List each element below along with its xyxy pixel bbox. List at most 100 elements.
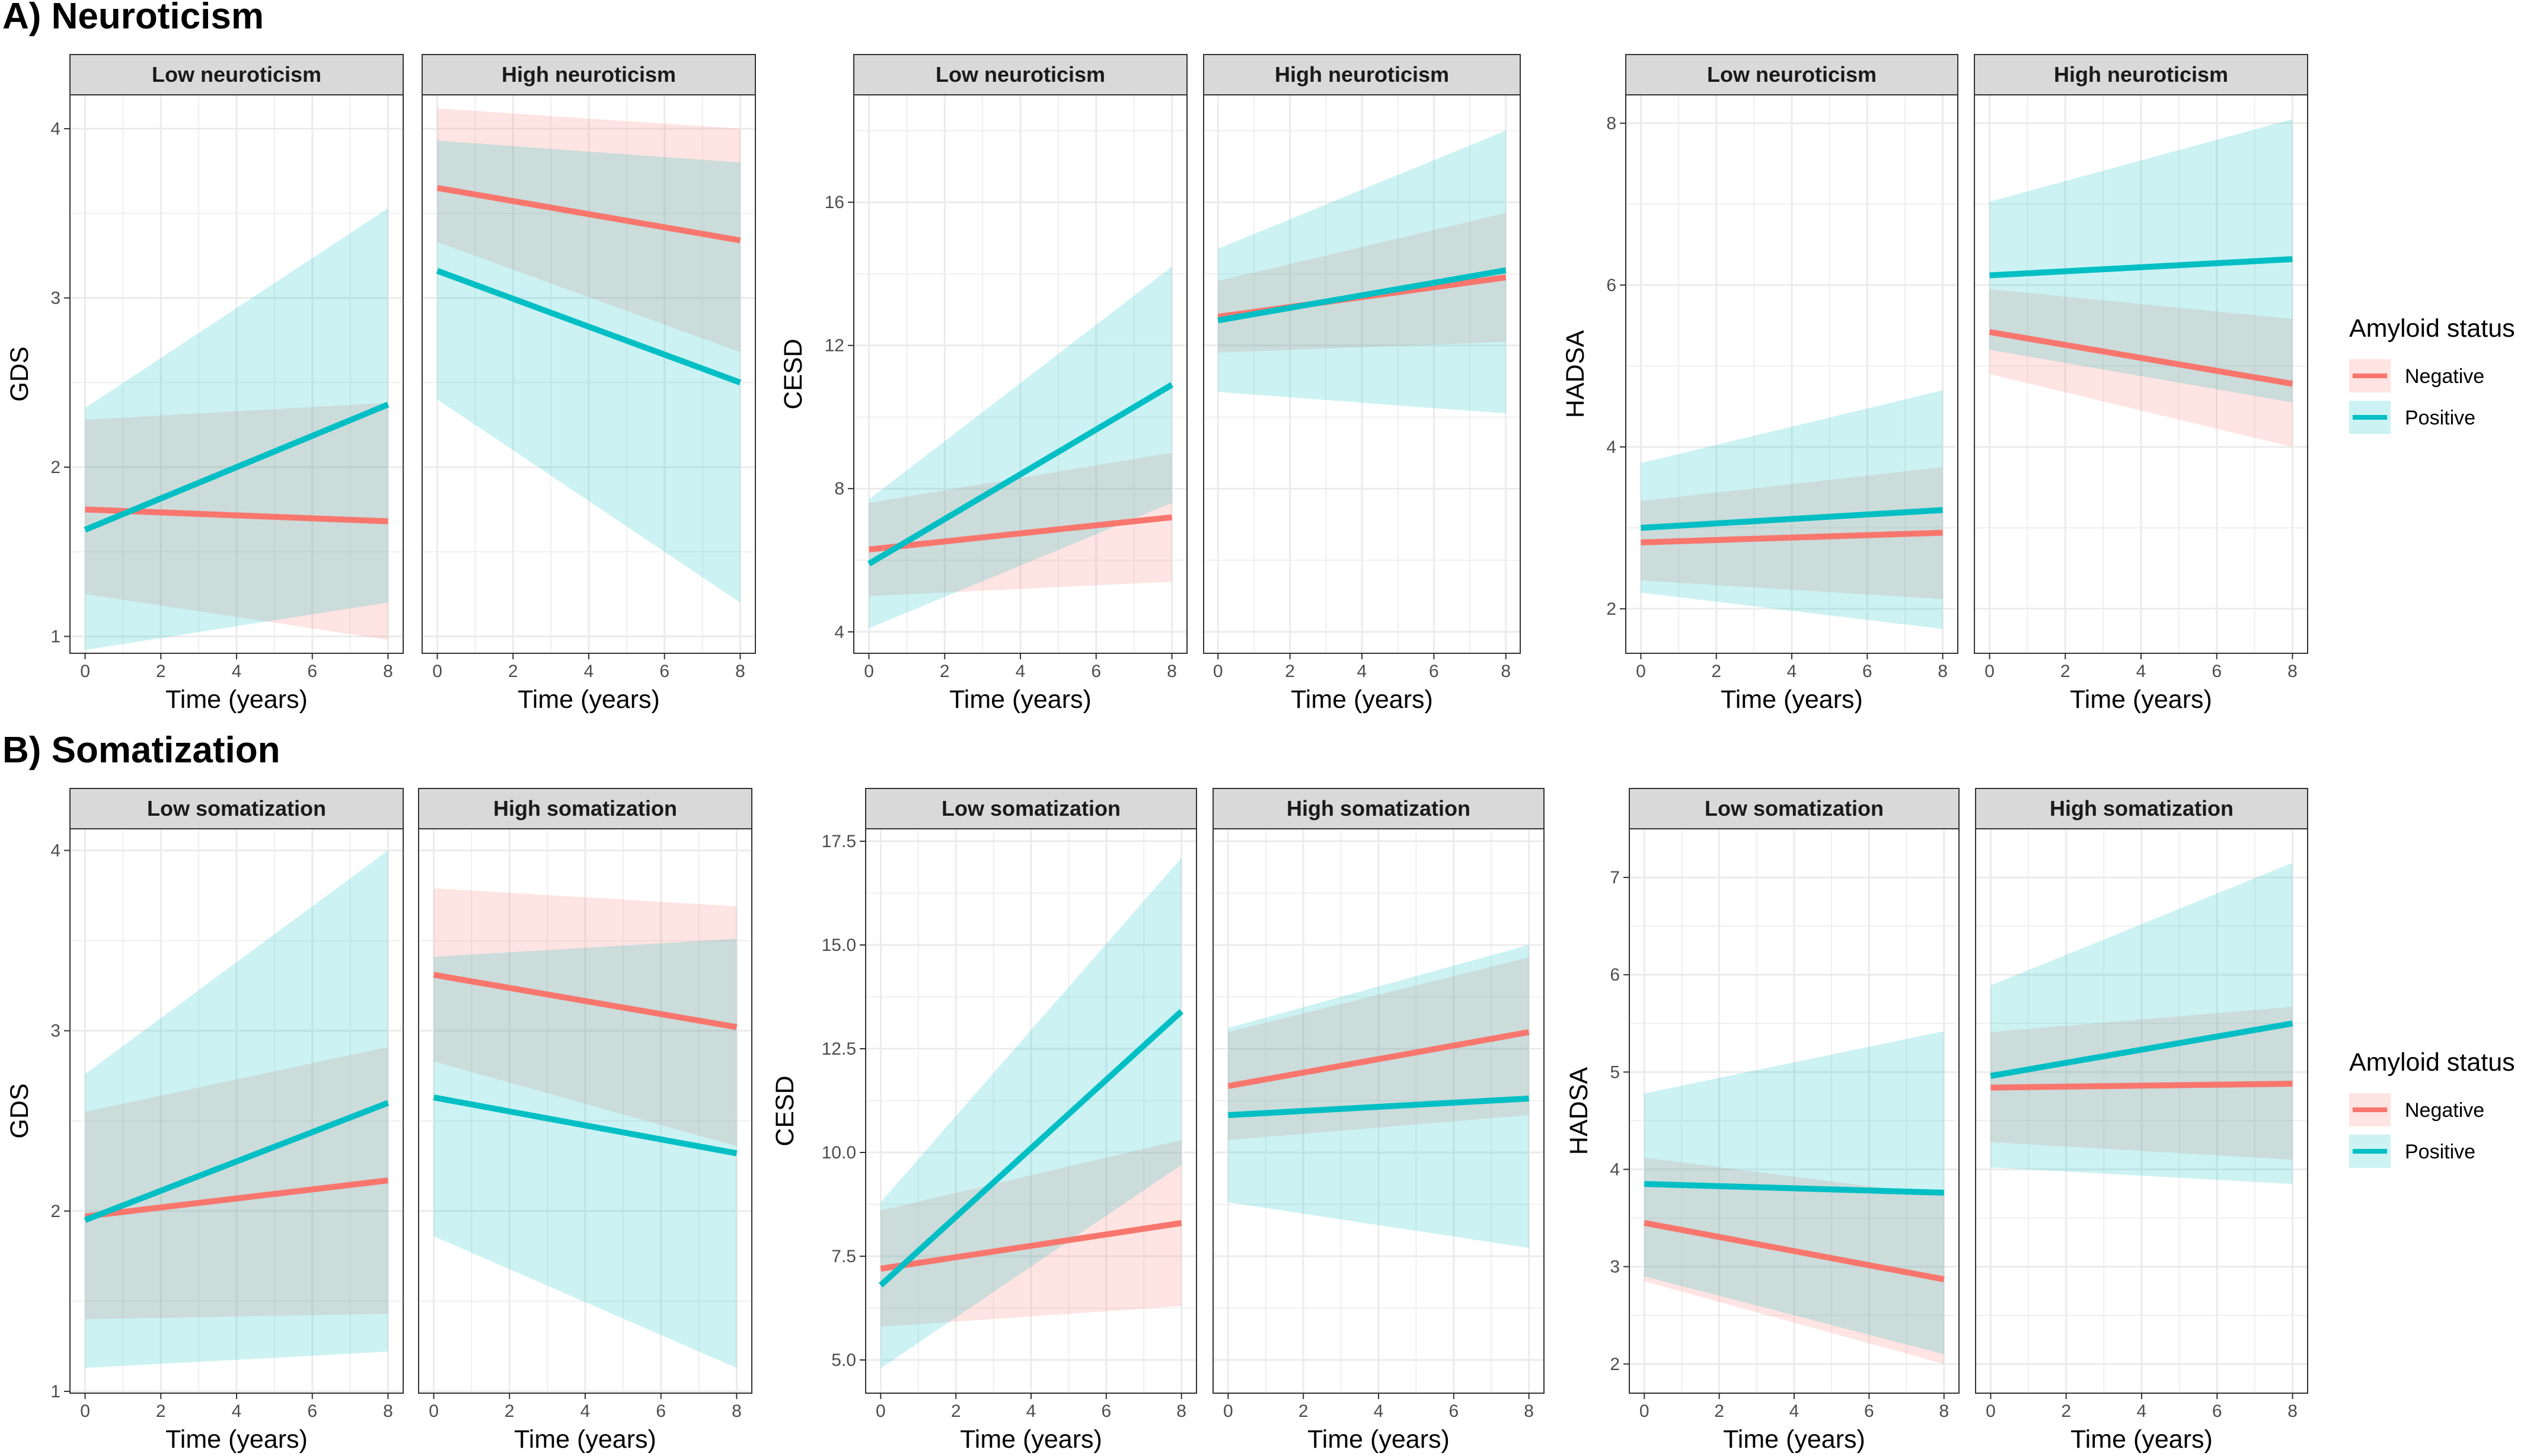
x-axis-title: Time (years) [1307,1425,1450,1454]
x-tick-label: 8 [383,662,393,681]
facet-strip-label: Low neuroticism [936,62,1105,87]
x-tick-label: 2 [156,662,166,681]
x-tick-label: 8 [735,662,745,681]
x-tick-label: 0 [1223,1401,1233,1421]
facet-strip-label: Low somatization [147,796,326,820]
x-tick-label: 4 [1026,1401,1036,1421]
trend-line-positive [1990,1020,2293,1079]
facet-strip-label: Low neuroticism [1707,62,1877,87]
x-tick-label: 0 [80,662,90,681]
facet-strip [1974,54,2308,95]
facet-panel: High neuroticism 0 2 4 6 8 Time (years) [1203,54,1521,714]
trend-line-negative [880,1220,1182,1272]
ci-ribbon-negative [1989,289,2293,447]
x-axis-title: Time (years) [960,1425,1102,1454]
facet-strip-label: High neuroticism [2054,62,2228,87]
trend-line-positive [1228,1096,1529,1118]
y-tick-label: 15.0 [822,935,856,955]
ci-ribbon-negative [1644,1157,1944,1364]
ci-ribbon-positive [880,858,1182,1368]
x-tick-label: 2 [940,662,950,681]
y-tick-label: 4 [1610,1160,1620,1179]
x-tick-label: 8 [1501,662,1511,681]
trend-line-positive [1641,507,1943,531]
ci-ribbon-negative [1641,467,1943,599]
x-tick-label: 8 [2287,1401,2298,1421]
facet-strip [69,788,404,829]
x-tick-label: 0 [432,662,442,681]
facet-strip [865,788,1197,829]
y-tick-label: 12 [825,336,844,356]
trend-line-positive [84,401,390,533]
x-tick-label: 0 [1636,662,1646,681]
x-tick-label: 0 [429,1401,439,1421]
x-axis-title: Time (years) [165,1425,308,1454]
facet-strip-label: High somatization [493,796,677,820]
x-tick-label: 2 [2061,1401,2071,1421]
x-tick-label: 8 [2287,662,2298,681]
y-tick-label: 10.0 [822,1143,856,1163]
ci-ribbon-positive [85,208,388,650]
x-tick-label: 8 [1167,662,1177,681]
y-tick-label: 12.5 [822,1039,856,1059]
chart-cesd-4: Low somatization 0 2 4 6 8 Time (years) 5.0 7.5 1… [771,788,1545,1454]
ci-ribbon-negative [880,1140,1182,1327]
y-axis-title: GDS [5,346,34,401]
x-axis-title: Time (years) [2070,1425,2213,1454]
ci-ribbon-positive [1641,390,1943,630]
y-tick-label: 2 [1610,1355,1620,1374]
facet-panel: High somatization 0 2 4 6 8 Time (years) [1213,788,1545,1454]
facet-panel: High neuroticism 0 2 4 6 8 Time (years) [1974,54,2308,714]
x-tick-label: 4 [232,662,242,681]
y-axis-title: HADSA [1565,1067,1593,1155]
facet-panel: High somatization 0 2 4 6 8 Time (years) [1975,788,2308,1454]
trend-line-positive [867,382,1173,567]
x-tick-label: 8 [1176,1401,1186,1421]
y-tick-label: 2 [1606,599,1616,619]
facet-strip-label: High neuroticism [1275,62,1449,87]
legend-title: Amyloid status [2349,1048,2515,1077]
ci-ribbon-positive [1228,945,1529,1248]
ci-ribbon-positive [433,938,737,1368]
y-tick-label: 2 [50,458,60,477]
trend-line-negative [869,514,1172,553]
trend-line-negative [436,185,741,244]
x-tick-label: 4 [1357,662,1367,681]
ci-ribbon-negative [85,1047,388,1320]
trend-line-positive [878,1009,1184,1288]
y-tick-label: 4 [50,841,60,860]
facet-strip-label: High neuroticism [502,62,676,87]
facet-strip-label: Low neuroticism [152,62,321,87]
y-tick-label: 4 [50,119,60,139]
y-axis-title: HADSA [1561,330,1590,418]
y-tick-label: 1 [50,1382,60,1401]
facet-strip-label: High somatization [1287,796,1470,820]
facet-strip [1629,788,1960,829]
x-axis-title: Time (years) [518,685,660,714]
ci-ribbon-positive [869,266,1172,628]
x-tick-label: 2 [1285,662,1295,681]
x-axis-title: Time (years) [514,1425,656,1454]
x-tick-label: 2 [505,1401,515,1421]
x-tick-label: 0 [1639,1401,1649,1421]
y-axis-title: CESD [771,1075,799,1146]
facet-strip [1213,788,1545,829]
ci-ribbon-negative [437,108,741,352]
facet-panel: Low neuroticism 0 2 4 6 8 Time (years) 4 8 12 16 CE… [779,54,1188,714]
y-tick-label: 3 [1610,1257,1620,1277]
y-tick-label: 5 [1610,1062,1620,1082]
legend-label-positive: Positive [2405,1141,2475,1163]
trend-line-negative [1990,1081,2293,1091]
y-axis-title: CESD [779,339,808,409]
x-tick-label: 6 [1101,1401,1111,1421]
y-tick-label: 7.5 [831,1247,856,1266]
y-tick-label: 4 [1606,438,1616,457]
x-tick-label: 8 [732,1401,742,1421]
x-tick-label: 2 [951,1401,961,1421]
legend-label-negative: Negative [2405,1099,2484,1122]
y-tick-label: 3 [50,1021,60,1041]
x-axis-title: Time (years) [165,685,308,714]
facet-strip-label: Low somatization [1705,796,1884,820]
